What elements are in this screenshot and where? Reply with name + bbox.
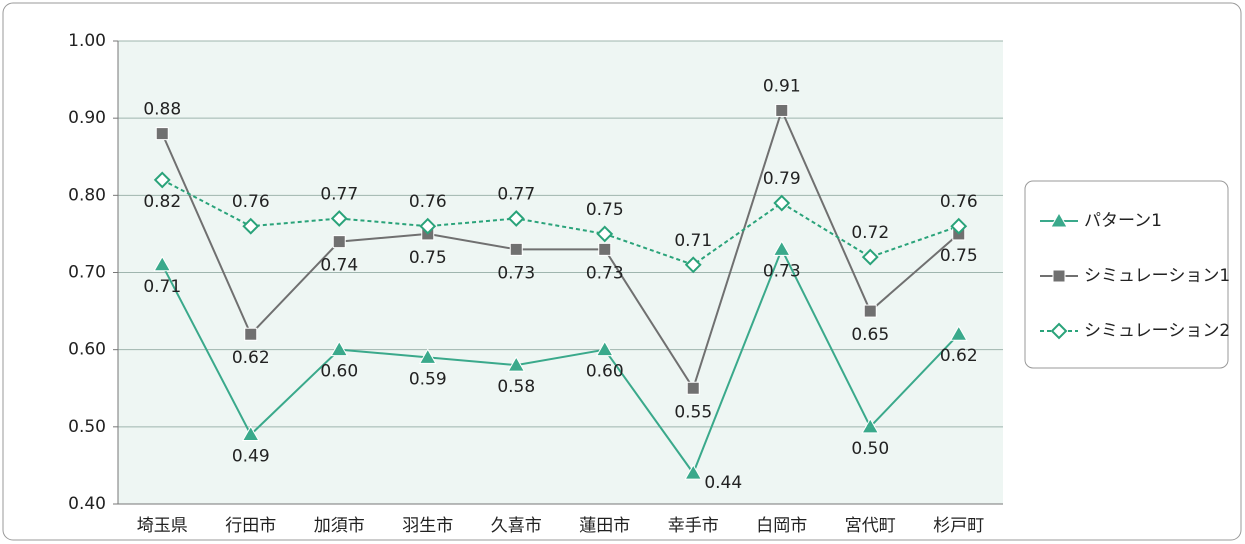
- data-point: [595, 340, 614, 357]
- data-label: 0.73: [763, 261, 801, 281]
- data-label: 0.76: [232, 192, 270, 212]
- data-label: 0.75: [586, 200, 624, 220]
- data-label: 0.91: [763, 76, 801, 96]
- x-tick-label: 宮代町: [845, 516, 896, 536]
- data-label: 0.49: [232, 447, 270, 467]
- data-label: 0.71: [143, 277, 181, 297]
- data-point: [684, 256, 702, 274]
- data-point: [863, 304, 877, 318]
- data-point: [153, 171, 171, 189]
- data-point: [684, 464, 703, 480]
- data-label: 0.73: [497, 263, 535, 283]
- y-tick-label: 1.00: [68, 31, 106, 51]
- data-point: [241, 425, 260, 442]
- data-label: 0.75: [940, 246, 978, 266]
- x-tick-label: 加須市: [314, 516, 365, 536]
- x-tick-label: 蓮田市: [579, 516, 630, 536]
- series-line: [161, 246, 960, 476]
- x-tick-label: 幸手市: [668, 516, 719, 536]
- data-point: [773, 194, 791, 212]
- data-point: [598, 242, 612, 256]
- data-point: [509, 242, 523, 256]
- y-tick-label: 0.40: [68, 494, 106, 514]
- series-line: [161, 179, 960, 266]
- series-line: [161, 107, 960, 391]
- data-point: [330, 340, 349, 357]
- data-point: [596, 225, 614, 243]
- data-label: 0.62: [232, 348, 270, 368]
- data-label: 0.58: [497, 377, 535, 397]
- data-label: 0.55: [674, 402, 712, 422]
- data-point: [861, 248, 879, 266]
- data-point: [153, 255, 172, 272]
- legend-label: シミュレーション1: [1084, 266, 1230, 286]
- data-point: [772, 240, 791, 256]
- data-label: 0.74: [320, 256, 358, 276]
- x-tick-label: 久喜市: [491, 516, 542, 536]
- data-label: 0.77: [497, 184, 535, 204]
- data-label: 0.72: [851, 223, 889, 243]
- x-tick-label: 白岡市: [756, 516, 807, 536]
- y-tick-label: 0.60: [68, 340, 106, 360]
- data-label: 0.79: [763, 169, 801, 189]
- data-point: [775, 103, 789, 117]
- data-label: 0.60: [586, 362, 624, 382]
- data-point: [950, 217, 968, 235]
- data-point: [155, 127, 169, 141]
- data-point: [418, 348, 437, 364]
- x-tick-label: 杉戸町: [933, 516, 984, 536]
- data-label: 0.50: [851, 439, 889, 459]
- legend-marker: [1050, 211, 1068, 228]
- legend-marker: [1052, 269, 1066, 283]
- data-label: 0.82: [143, 192, 181, 212]
- data-label: 0.75: [409, 248, 447, 268]
- data-label: 0.76: [940, 192, 978, 212]
- data-point: [861, 417, 880, 434]
- data-point: [507, 210, 525, 227]
- data-label: 0.76: [409, 192, 447, 212]
- y-tick-label: 0.80: [68, 185, 106, 205]
- data-point: [244, 327, 258, 341]
- data-label: 0.77: [320, 184, 358, 204]
- x-tick-label: 埼玉県: [137, 516, 188, 536]
- data-point: [686, 381, 700, 395]
- data-label: 0.73: [586, 263, 624, 283]
- data-label: 0.59: [409, 369, 447, 389]
- y-tick-label: 0.50: [68, 417, 106, 437]
- legend-marker: [1050, 322, 1068, 340]
- data-label: 0.60: [320, 362, 358, 382]
- data-point: [242, 217, 260, 235]
- x-tick-label: 羽生市: [402, 516, 453, 536]
- y-tick-label: 0.90: [68, 108, 106, 128]
- data-label: 0.71: [674, 231, 712, 251]
- data-point: [419, 217, 437, 235]
- data-point: [507, 356, 526, 372]
- data-label: 0.44: [704, 473, 742, 493]
- data-point: [949, 325, 968, 341]
- x-tick-label: 行田市: [225, 516, 276, 536]
- data-label: 0.88: [143, 100, 181, 120]
- y-tick-label: 0.70: [68, 263, 106, 283]
- data-label: 0.62: [940, 346, 978, 366]
- legend-label: パターン1: [1084, 211, 1162, 231]
- data-label: 0.65: [851, 325, 889, 345]
- data-point: [330, 210, 348, 227]
- data-point: [332, 235, 346, 249]
- legend-box: [1024, 180, 1229, 369]
- legend-label: シミュレーション2: [1084, 321, 1230, 341]
